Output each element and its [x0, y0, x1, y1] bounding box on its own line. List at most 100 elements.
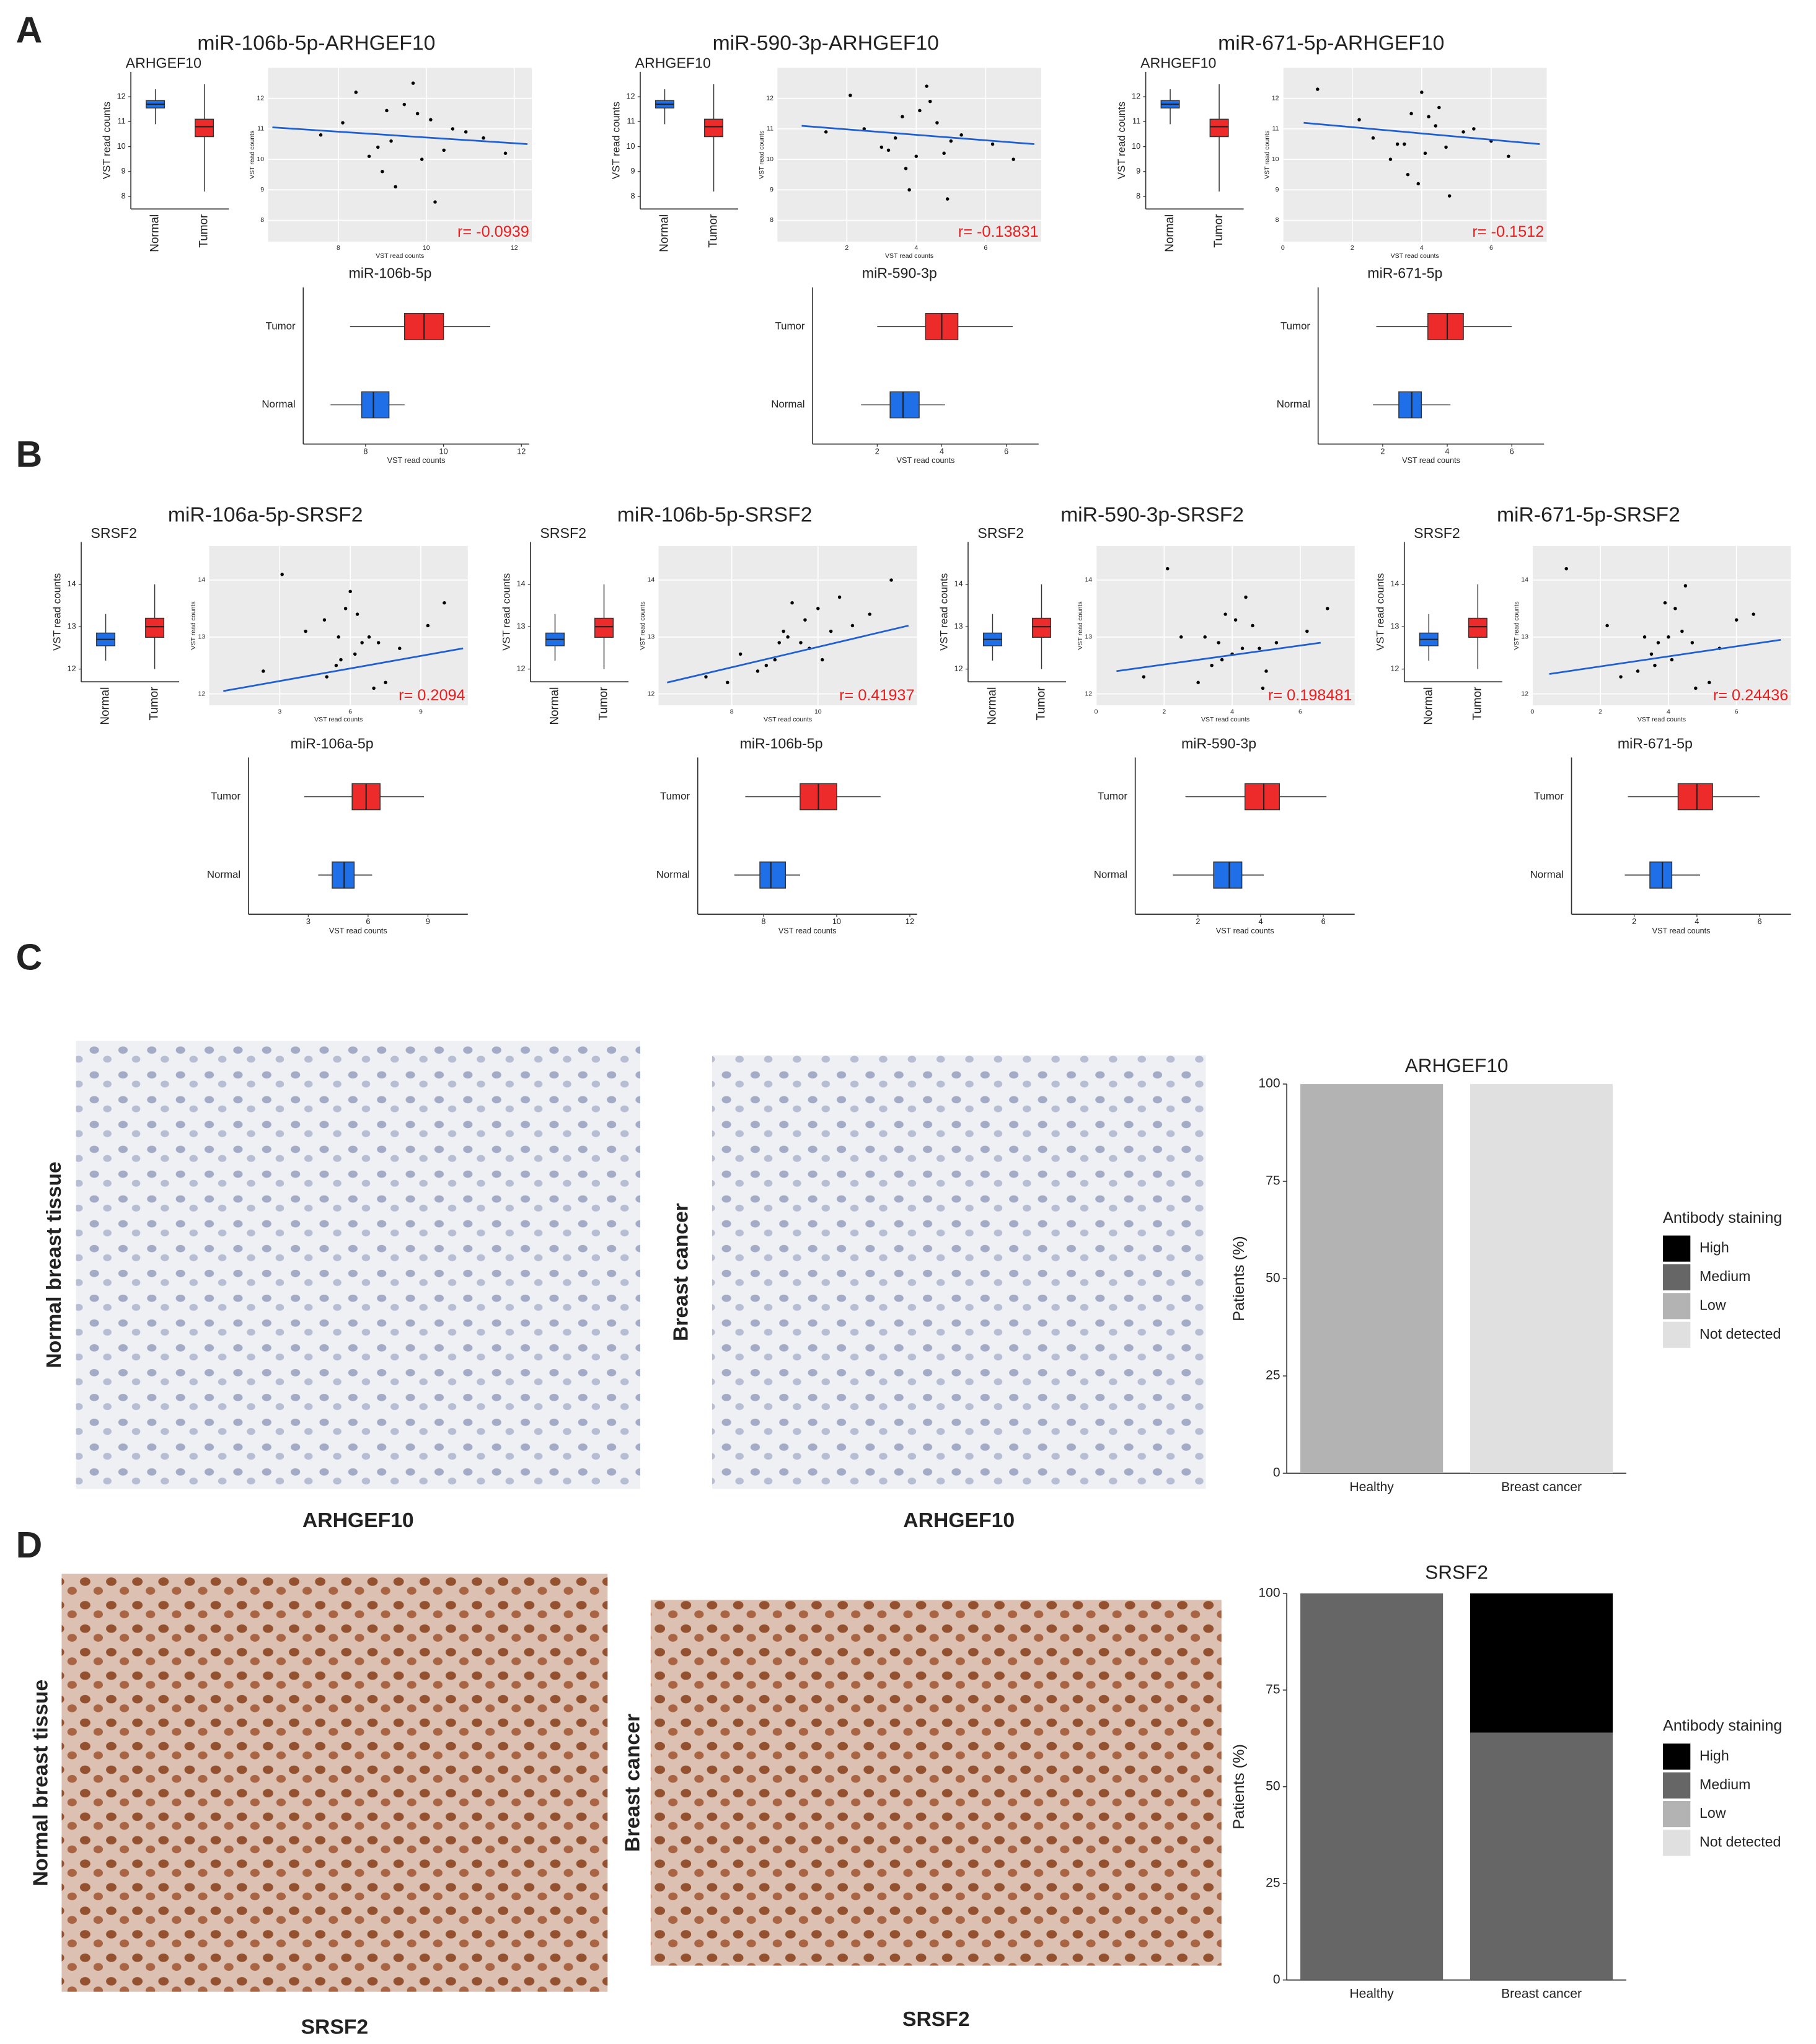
point — [1142, 675, 1146, 679]
point — [322, 618, 327, 622]
x-tick-label: 4 — [1445, 447, 1450, 456]
correlation-label: r= -0.1512 — [1472, 223, 1544, 240]
category-label: Tumor — [597, 687, 610, 720]
y-axis-label: VST read counts — [190, 601, 197, 650]
chart-title: ARHGEF10 — [1405, 1054, 1509, 1077]
x-axis-label: VST read counts — [764, 716, 812, 723]
y-tick-label: 11 — [767, 125, 774, 133]
y-tick-label: 50 — [1266, 1779, 1280, 1793]
point — [1371, 136, 1375, 140]
point — [889, 578, 893, 582]
y-tick-label: 13 — [647, 633, 655, 641]
chart-title: miR-106a-5p-SRSF2 — [168, 503, 363, 526]
y-tick-label: 13 — [1390, 622, 1399, 631]
x-tick-label: Breast cancer — [1501, 1480, 1582, 1494]
correlation-label: r= -0.13831 — [958, 223, 1039, 240]
point — [1656, 641, 1660, 645]
y-tick-label: 10 — [766, 156, 774, 163]
x-tick-label: 4 — [940, 447, 944, 456]
x-tick-label: 8 — [761, 917, 765, 926]
point — [367, 635, 371, 639]
y-axis-label: VST read counts — [101, 102, 113, 179]
point — [1683, 584, 1688, 588]
x-tick-label: 9 — [426, 917, 430, 926]
x-tick-label: 8 — [730, 708, 734, 715]
y-tick-label: 0 — [1273, 1972, 1280, 1986]
category-label: Normal — [262, 399, 295, 410]
point — [389, 139, 393, 143]
x-tick-label: 6 — [1510, 447, 1514, 456]
x-tick-label: 6 — [1757, 917, 1761, 926]
point — [443, 601, 446, 605]
legend-label: High — [1699, 1240, 1729, 1256]
point — [790, 601, 794, 605]
y-tick-label: 14 — [647, 576, 655, 584]
box — [195, 118, 214, 138]
y-tick-label: 11 — [627, 117, 635, 126]
x-tick-label: 10 — [832, 917, 841, 926]
chart-title: miR-590-3p-ARHGEF10 — [713, 32, 939, 55]
legend-label: Low — [1699, 1297, 1726, 1313]
y-tick-label: 13 — [954, 622, 963, 631]
x-tick-label: 2 — [1351, 244, 1354, 252]
point — [1179, 635, 1183, 639]
x-tick-label: 6 — [1321, 917, 1326, 926]
x-tick-label: Breast cancer — [1501, 1986, 1582, 2001]
x-tick-label: 2 — [1380, 447, 1385, 456]
plot-background — [268, 68, 532, 242]
x-axis-label: VST read counts — [1637, 716, 1686, 723]
category-label: Tumor — [1212, 214, 1225, 248]
y-tick-label: 12 — [627, 92, 635, 100]
point — [415, 112, 420, 116]
y-tick-label: 12 — [647, 690, 655, 697]
point — [886, 148, 891, 152]
y-tick-label: 14 — [1085, 576, 1092, 584]
point — [914, 154, 919, 158]
category-label: Tumor — [1471, 687, 1484, 720]
image-caption: ARHGEF10 — [302, 1509, 414, 1532]
y-axis-label: VST read counts — [1513, 601, 1520, 650]
y-tick-label: 10 — [257, 156, 264, 163]
legend-swatch — [1663, 1830, 1691, 1856]
category-label: Normal — [149, 214, 162, 252]
y-tick-label: 12 — [766, 95, 774, 102]
x-tick-label: 10 — [423, 244, 430, 252]
legend-label: Not detected — [1699, 1326, 1781, 1342]
box — [1209, 118, 1229, 138]
point — [385, 108, 389, 113]
mirna-title: miR-671-5p — [1367, 265, 1442, 281]
point — [1388, 157, 1393, 161]
x-tick-label: 4 — [1230, 708, 1234, 715]
x-axis-label: VST read counts — [897, 456, 955, 465]
category-label: Normal — [985, 687, 998, 725]
y-axis-label: VST read counts — [938, 573, 950, 651]
y-tick-label: 12 — [1521, 690, 1528, 697]
plot-background — [1096, 545, 1355, 705]
legend-swatch — [1663, 1264, 1691, 1291]
x-tick-label: 10 — [814, 708, 822, 715]
y-axis-label: VST read counts — [249, 131, 256, 179]
point — [1406, 172, 1410, 177]
x-tick-label: 2 — [1196, 917, 1200, 926]
image-caption: SRSF2 — [902, 2007, 970, 2031]
point — [777, 641, 781, 645]
point — [319, 133, 323, 137]
point — [1708, 681, 1711, 684]
box — [1398, 391, 1422, 419]
y-tick-label: 10 — [1132, 142, 1140, 151]
y-tick-label: 8 — [631, 192, 635, 200]
box — [889, 391, 920, 419]
panel-label: C — [16, 936, 43, 977]
point — [334, 663, 338, 667]
point — [1274, 641, 1279, 645]
y-tick-label: 25 — [1266, 1875, 1280, 1890]
point — [353, 652, 357, 656]
box — [1468, 617, 1488, 638]
point — [429, 118, 433, 121]
x-tick-label: 2 — [1162, 708, 1166, 715]
category-label: Normal — [1094, 868, 1127, 880]
point — [1403, 142, 1406, 146]
point — [1357, 118, 1361, 121]
point — [764, 663, 769, 667]
x-tick-label: 2 — [1598, 708, 1602, 715]
